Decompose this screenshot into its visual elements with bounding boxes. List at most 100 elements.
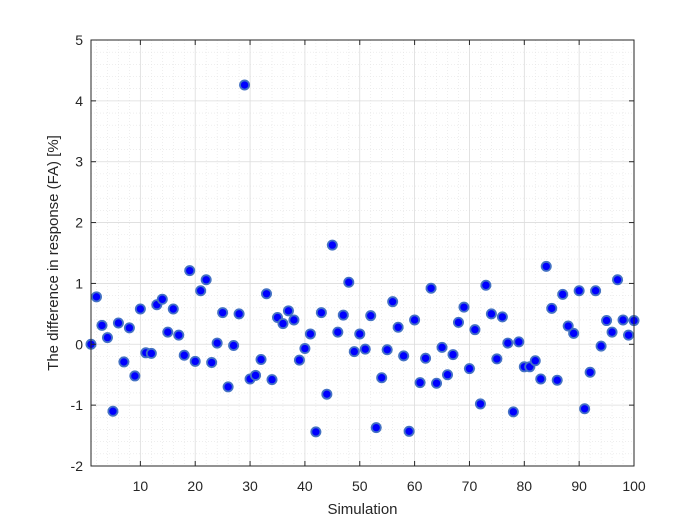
data-point (107, 405, 119, 417)
data-point (491, 353, 503, 365)
data-point (134, 303, 146, 315)
data-point (173, 329, 185, 341)
data-point (162, 326, 174, 338)
data-point (452, 316, 464, 328)
data-point (282, 305, 294, 317)
data-point (123, 322, 135, 334)
data-point (617, 314, 629, 326)
data-point (332, 326, 344, 338)
data-point (370, 422, 382, 434)
data-point (584, 366, 596, 378)
data-point (288, 314, 300, 326)
x-tick-labels: 10 20 30 40 50 60 70 80 90 100 (133, 478, 646, 494)
y-tick-label: 4 (75, 93, 83, 109)
data-point (321, 388, 333, 400)
data-point (217, 307, 229, 319)
data-point (540, 260, 552, 272)
data-point (595, 340, 607, 352)
x-tick-label: 90 (571, 478, 587, 494)
data-point (101, 332, 113, 344)
y-tick-label: 5 (75, 32, 83, 48)
data-point (529, 355, 541, 367)
data-point (496, 311, 508, 323)
data-point (348, 346, 360, 358)
data-point (601, 315, 613, 327)
x-tick-label: 50 (352, 478, 368, 494)
data-point (354, 328, 366, 340)
data-point (376, 372, 388, 384)
y-tick-label: 3 (75, 154, 83, 170)
data-point (425, 282, 437, 294)
data-point (546, 302, 558, 314)
data-point (266, 374, 278, 386)
x-axis-label: Simulation (327, 501, 397, 518)
data-point (403, 425, 415, 437)
data-point (96, 319, 108, 331)
data-point (112, 317, 124, 329)
data-point (195, 285, 207, 297)
x-tick-label: 30 (242, 478, 258, 494)
data-point (562, 320, 574, 332)
y-axis-label: The difference in response (FA) [%] (45, 135, 62, 371)
data-point (513, 336, 525, 348)
y-tick-labels: -2 -1 0 1 2 3 4 5 (71, 32, 84, 474)
data-point (387, 296, 399, 308)
x-tick-label: 10 (133, 478, 149, 494)
data-point (310, 426, 322, 438)
data-point (463, 363, 475, 375)
data-point (458, 301, 470, 313)
data-point (420, 352, 432, 364)
data-point (551, 374, 563, 386)
data-point (573, 285, 585, 297)
data-points (85, 79, 640, 438)
y-tick-label: 0 (75, 336, 83, 352)
data-point (228, 340, 240, 352)
data-point (145, 347, 157, 359)
data-point (211, 337, 223, 349)
y-tick-label: -1 (71, 397, 84, 413)
data-point (442, 369, 454, 381)
data-point (156, 293, 168, 305)
data-point (480, 279, 492, 291)
data-point (612, 274, 624, 286)
data-point (250, 369, 262, 381)
data-point (469, 324, 481, 336)
data-point (392, 321, 404, 333)
y-tick-label: 1 (75, 275, 83, 291)
data-point (293, 354, 305, 366)
x-tick-label: 60 (407, 478, 423, 494)
data-point (206, 357, 218, 369)
data-point (299, 343, 311, 355)
data-point (474, 398, 486, 410)
data-point (118, 356, 130, 368)
data-point (436, 341, 448, 353)
data-point (590, 285, 602, 297)
x-tick-label: 20 (187, 478, 203, 494)
data-point (343, 276, 355, 288)
data-point (167, 303, 179, 315)
data-point (326, 239, 338, 251)
data-point (431, 377, 443, 389)
data-point (337, 309, 349, 321)
data-point (409, 314, 421, 326)
data-point (261, 288, 273, 300)
axes-box (90, 39, 635, 467)
data-point (189, 355, 201, 367)
data-point (359, 343, 371, 355)
data-point (178, 349, 190, 361)
data-point (579, 403, 591, 415)
data-point (414, 377, 426, 389)
plot-area (91, 40, 634, 466)
data-point (315, 307, 327, 319)
y-tick-label: -2 (71, 458, 84, 474)
data-point (606, 326, 618, 338)
data-point (398, 350, 410, 362)
data-point (233, 308, 245, 320)
data-point (568, 327, 580, 339)
data-point (381, 344, 393, 356)
x-tick-label: 40 (297, 478, 313, 494)
x-tick-label: 80 (517, 478, 533, 494)
data-point (485, 308, 497, 320)
data-point (365, 310, 377, 322)
